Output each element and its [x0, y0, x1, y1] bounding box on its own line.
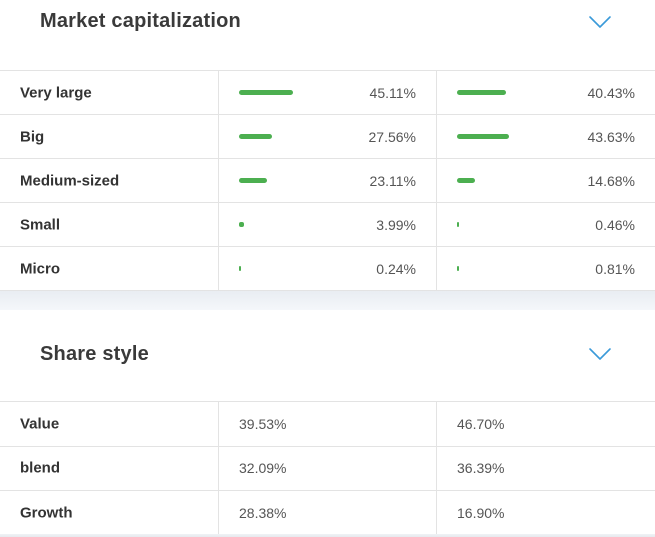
- market-cap-header[interactable]: Market capitalization: [0, 0, 655, 70]
- row-label: Small: [20, 216, 61, 233]
- value-cell: 0.24%: [219, 247, 437, 290]
- table-row: blend 32.09% 36.39%: [0, 446, 655, 491]
- row-label-cell: Growth: [0, 491, 219, 535]
- row-label-cell: Medium-sized: [0, 159, 219, 202]
- value-cell: 46.70%: [437, 402, 655, 446]
- table-row: Medium-sized 23.11% 14.68%: [0, 159, 655, 203]
- value-cell: 23.11%: [219, 159, 437, 202]
- share-style-header[interactable]: Share style: [0, 310, 655, 380]
- table-row: Big 27.56% 43.63%: [0, 115, 655, 159]
- table-row: Small 3.99% 0.46%: [0, 203, 655, 247]
- progress-bar: [457, 266, 459, 271]
- row-label: Medium-sized: [20, 172, 120, 189]
- percent-value: 14.68%: [587, 172, 635, 189]
- percent-value: 39.53%: [239, 415, 287, 432]
- section-bottom-shadow: [0, 534, 655, 537]
- market-cap-section: Market capitalization Very large 45.11% 40…: [0, 0, 655, 291]
- percent-value: 28.38%: [239, 504, 287, 521]
- chevron-down-icon[interactable]: [588, 346, 612, 362]
- value-cell: 28.38%: [219, 491, 437, 535]
- percent-value: 32.09%: [239, 460, 287, 477]
- value-cell: 0.81%: [437, 247, 655, 290]
- percent-value: 46.70%: [457, 415, 505, 432]
- row-label-cell: Value: [0, 402, 219, 446]
- value-cell: 14.68%: [437, 159, 655, 202]
- value-cell: 3.99%: [219, 203, 437, 246]
- row-label-cell: blend: [0, 446, 219, 490]
- row-label: Very large: [20, 84, 92, 101]
- row-label: Big: [20, 128, 45, 145]
- value-cell: 43.63%: [437, 115, 655, 158]
- row-label-cell: Very large: [0, 71, 219, 114]
- value-cell: 45.11%: [219, 71, 437, 114]
- row-label: Growth: [20, 504, 73, 522]
- progress-bar: [239, 178, 267, 183]
- value-cell: 16.90%: [437, 491, 655, 535]
- percent-value: 3.99%: [376, 216, 416, 233]
- percent-value: 23.11%: [369, 172, 416, 189]
- progress-bar: [239, 266, 241, 271]
- table-row: Very large 45.11% 40.43%: [0, 71, 655, 115]
- percent-value: 0.81%: [595, 260, 635, 277]
- percent-value: 0.46%: [595, 216, 635, 233]
- row-label-cell: Big: [0, 115, 219, 158]
- value-cell: 40.43%: [437, 71, 655, 114]
- percent-value: 27.56%: [368, 128, 416, 145]
- progress-bar: [457, 178, 475, 183]
- percent-value: 45.11%: [369, 84, 416, 101]
- percent-value: 43.63%: [587, 128, 635, 145]
- value-cell: 32.09%: [219, 446, 437, 490]
- row-label: blend: [20, 459, 60, 477]
- value-cell: 27.56%: [219, 115, 437, 158]
- row-label-cell: Small: [0, 203, 219, 246]
- section-divider: [0, 291, 655, 310]
- progress-bar: [457, 90, 506, 95]
- share-style-section: Share style Value 39.53% 46.70% blend 32.09%…: [0, 310, 655, 537]
- share-style-title: Share style: [40, 343, 149, 365]
- table-row: Growth 28.38% 16.90%: [0, 491, 655, 536]
- progress-bar: [457, 222, 459, 227]
- percent-value: 16.90%: [457, 504, 505, 521]
- row-label: Micro: [20, 260, 61, 277]
- table-row: Value 39.53% 46.70%: [0, 402, 655, 447]
- table-row: Micro 0.24% 0.81%: [0, 247, 655, 291]
- value-cell: 36.39%: [437, 447, 655, 491]
- row-label: Value: [20, 415, 60, 433]
- progress-bar: [239, 222, 244, 227]
- percent-value: 40.43%: [587, 84, 635, 101]
- progress-bar: [239, 134, 272, 139]
- percent-value: 0.24%: [376, 260, 416, 277]
- share-style-table: Value 39.53% 46.70% blend 32.09% 36.39% Growth…: [0, 401, 655, 536]
- chevron-down-icon[interactable]: [588, 14, 612, 30]
- row-label-cell: Micro: [0, 247, 219, 290]
- progress-bar: [457, 134, 509, 139]
- value-cell: 0.46%: [437, 203, 655, 246]
- value-cell: 39.53%: [219, 402, 437, 446]
- market-cap-title: Market capitalization: [40, 10, 241, 32]
- percent-value: 36.39%: [457, 460, 505, 477]
- market-cap-table: Very large 45.11% 40.43% Big 27.56% 43.63% Med…: [0, 70, 655, 291]
- progress-bar: [239, 90, 293, 95]
